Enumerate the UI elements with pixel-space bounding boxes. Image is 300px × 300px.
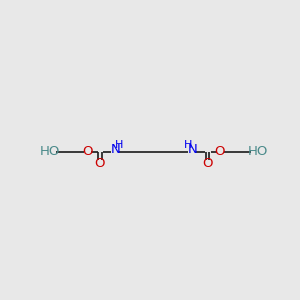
Text: O: O	[215, 145, 225, 158]
Text: HO: HO	[248, 145, 268, 158]
Text: H: H	[184, 140, 193, 150]
Text: N: N	[188, 143, 197, 157]
Text: O: O	[82, 145, 93, 158]
Text: N: N	[110, 143, 120, 157]
Text: HO: HO	[40, 145, 60, 158]
Text: O: O	[202, 157, 213, 170]
Text: H: H	[115, 140, 123, 150]
Text: O: O	[94, 157, 105, 170]
